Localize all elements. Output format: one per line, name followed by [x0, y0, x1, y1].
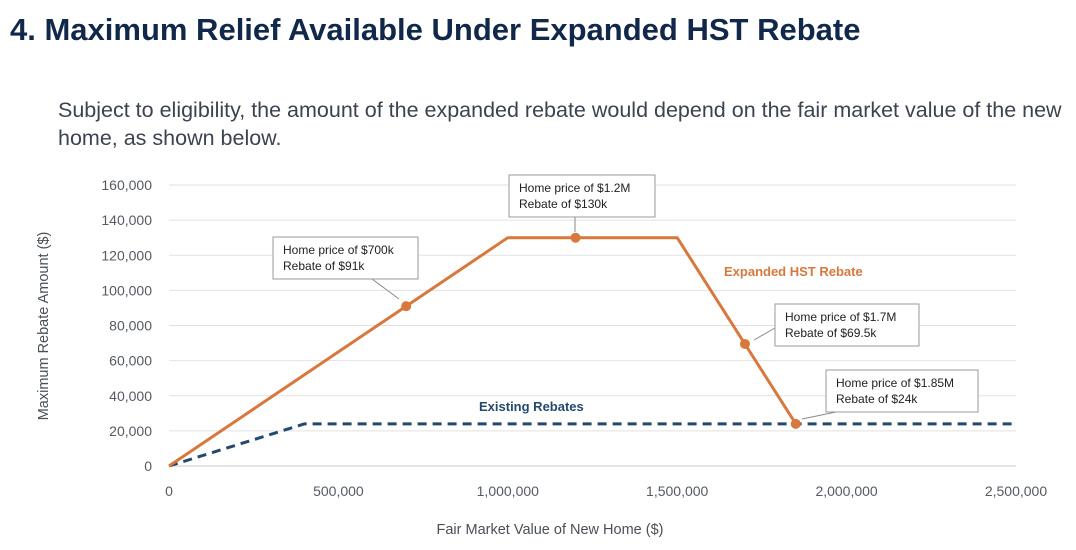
y-tick-label: 160,000 — [101, 177, 152, 193]
y-axis-title: Maximum Rebate Amount ($) — [36, 232, 52, 421]
annotation-box — [272, 236, 419, 280]
series-label: Existing Rebates — [479, 399, 584, 414]
data-marker — [401, 301, 412, 312]
y-tick-label: 80,000 — [109, 318, 152, 334]
x-tick-label: 2,500,000 — [985, 483, 1047, 499]
series-labels: Expanded HST Rebate Existing Rebates — [479, 264, 863, 414]
y-tick-label: 100,000 — [101, 282, 152, 298]
annotation-leader — [801, 411, 837, 420]
series-lines — [168, 236, 1016, 468]
data-marker — [570, 232, 581, 243]
x-tick-label: 500,000 — [313, 483, 364, 499]
page-subtitle: Subject to eligibility, the amount of th… — [58, 98, 1062, 150]
annotation-line-1: Home price of $1.2M — [519, 181, 630, 195]
page-title: 4. Maximum Relief Available Under Expand… — [10, 12, 861, 47]
x-tick-label: 1,500,000 — [646, 483, 708, 499]
y-tick-label: 0 — [144, 458, 152, 474]
annotation-line-2: Rebate of $69.5k — [785, 326, 877, 340]
x-axis-ticks: 0 500,000 1,000,000 1,500,000 2,000,000 2,500… — [165, 483, 1047, 499]
annotation-line-1: Home price of $700k — [283, 243, 395, 257]
data-marker — [739, 338, 750, 349]
annotations: Home price of $700k Rebate of $91k Home pr… — [272, 174, 979, 420]
annotation-line-2: Rebate of $24k — [836, 392, 918, 406]
annotation-line-1: Home price of $1.85M — [836, 376, 954, 390]
y-tick-label: 60,000 — [109, 353, 152, 369]
annotation-line-2: Rebate of $130k — [519, 197, 608, 211]
y-tick-label: 40,000 — [109, 388, 152, 404]
x-tick-label: 1,000,000 — [477, 483, 539, 499]
annotation-box — [508, 174, 656, 218]
x-tick-label: 0 — [165, 483, 173, 499]
annotation-leader — [371, 278, 400, 300]
data-markers — [401, 232, 801, 429]
annotation-box — [825, 369, 979, 413]
series-line-existing-rebates — [168, 422, 1016, 468]
series-label: Expanded HST Rebate — [724, 264, 863, 279]
series-line-expanded-hst-rebate — [168, 236, 798, 468]
y-axis-ticks: 0 20,000 40,000 60,000 80,000 100,000 120,000 1… — [101, 177, 152, 474]
y-tick-label: 140,000 — [101, 212, 152, 228]
annotation-line-2: Rebate of $91k — [283, 259, 365, 273]
x-tick-label: 2,000,000 — [815, 483, 877, 499]
annotation-leader — [753, 327, 776, 341]
annotation-box — [774, 303, 920, 347]
data-marker — [790, 418, 801, 429]
y-tick-label: 20,000 — [109, 423, 152, 439]
y-tick-label: 120,000 — [101, 247, 152, 263]
annotation-line-1: Home price of $1.7M — [785, 310, 896, 324]
x-axis-title: Fair Market Value of New Home ($) — [437, 522, 664, 538]
